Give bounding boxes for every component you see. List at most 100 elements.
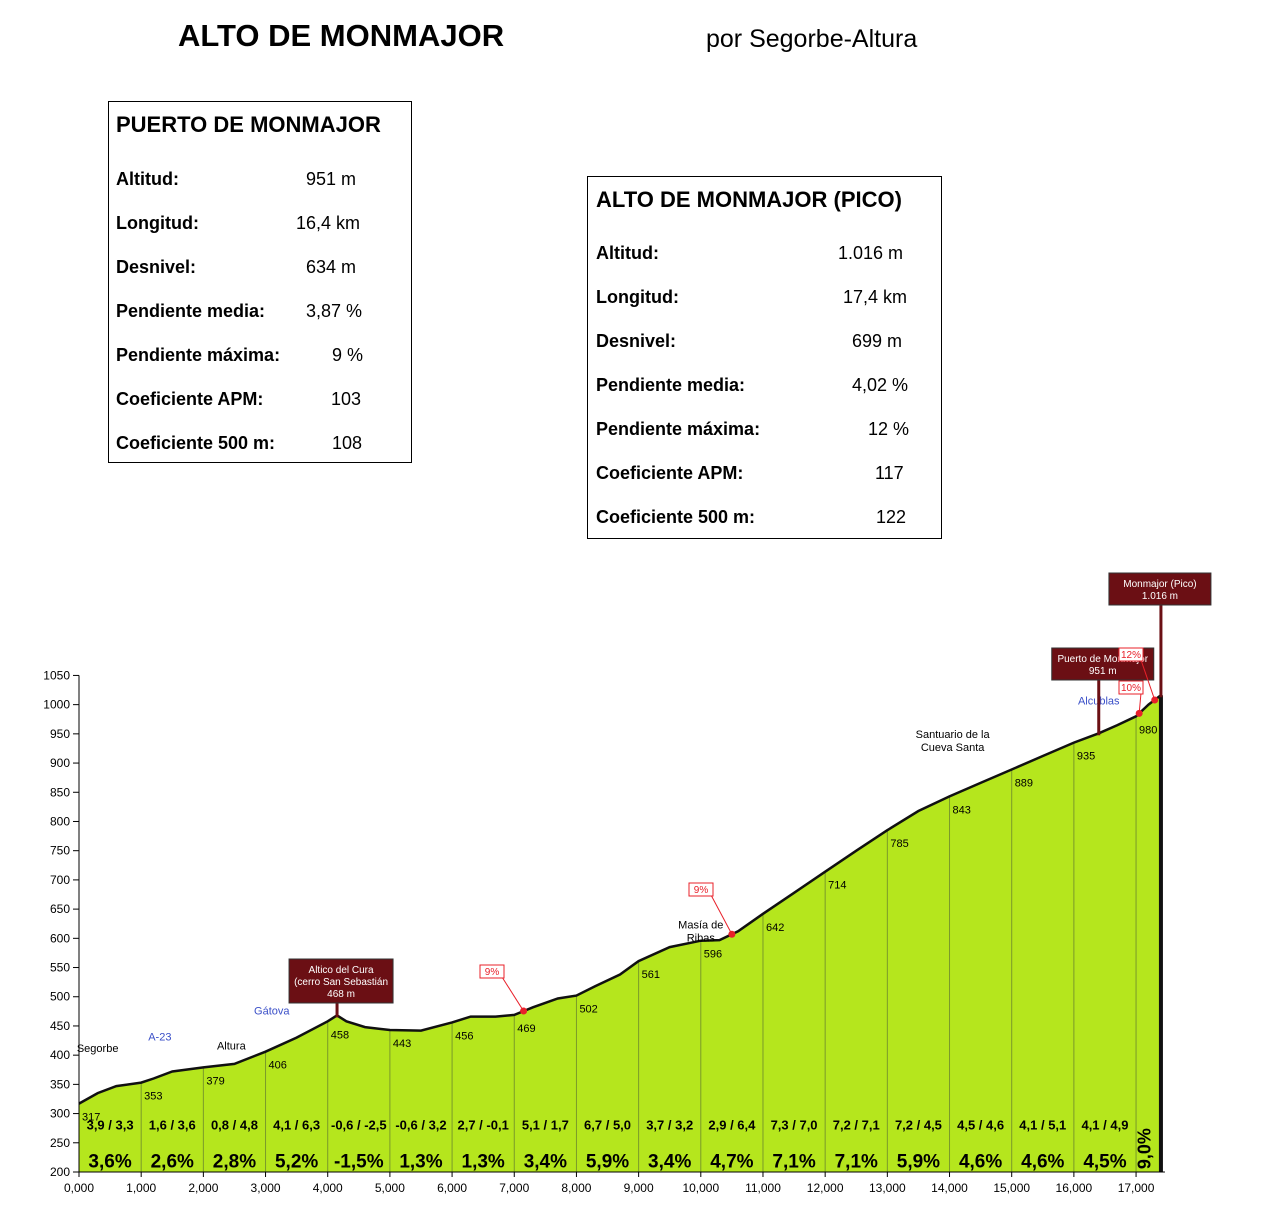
altitude-label: 596 <box>704 949 722 961</box>
gradient-flag-box <box>688 882 714 897</box>
altitude-label: 889 <box>1015 777 1033 789</box>
y-tick-label: 250 <box>50 1136 70 1150</box>
segment-minmax-label: 2,9 / 6,4 <box>708 1117 756 1132</box>
altitude-label: 642 <box>766 922 784 934</box>
stat-label: Pendiente media: <box>596 375 746 395</box>
segment-average-label: 4,5% <box>1083 1151 1126 1172</box>
stat-value: 951 m <box>306 169 357 189</box>
segment-average-label: 3,4% <box>648 1151 691 1172</box>
y-tick-label: 650 <box>50 902 70 916</box>
terrain-area <box>79 695 1161 1172</box>
stat-label: Desnivel: <box>116 257 197 277</box>
x-tick-label: 4,000 <box>313 1181 343 1195</box>
segment-minmax-label: 3,7 / 3,2 <box>646 1117 693 1132</box>
altitude-label: 406 <box>269 1060 287 1072</box>
segment-minmax-label: 4,1 / 6,3 <box>273 1117 320 1132</box>
y-tick-label: 550 <box>50 961 70 975</box>
segment-minmax-label: 0,8 / 4,8 <box>211 1117 258 1132</box>
altitude-label: 561 <box>642 969 660 981</box>
altitude-label: 458 <box>331 1029 349 1041</box>
y-tick-label: 200 <box>50 1165 70 1179</box>
y-tick-label: 800 <box>50 814 70 828</box>
segment-minmax-label: 7,2 / 4,5 <box>895 1117 942 1132</box>
place-label-line: Ribas <box>687 932 716 944</box>
stat-value: 9 % <box>332 345 364 365</box>
x-tick-label: 15,000 <box>993 1181 1030 1195</box>
y-tick-label: 450 <box>50 1019 70 1033</box>
pico-stats-title: ALTO DE MONMAJOR (PICO) <box>596 187 902 212</box>
gradient-flag-label: 10% <box>1121 683 1141 694</box>
gradient-flag-point <box>1135 709 1143 717</box>
segment-minmax-label: 4,1 / 5,1 <box>1019 1117 1066 1132</box>
segment-minmax-label: 4,5 / 4,6 <box>957 1117 1004 1132</box>
stat-value: 122 <box>876 507 907 527</box>
stat-label: Coeficiente APM: <box>596 463 744 483</box>
segment-average-label: 2,6% <box>151 1151 194 1172</box>
profile-end-edge <box>1158 695 1163 1172</box>
summit-label-line: Monmajor (Pico) <box>1123 579 1196 590</box>
segment-average-label: 7,1% <box>772 1151 815 1172</box>
summit-label-line: 468 m <box>327 989 355 1000</box>
gradient-flag-label: 9% <box>694 885 709 896</box>
x-tick-label: 14,000 <box>931 1181 968 1195</box>
stat-value: 16,4 km <box>296 213 361 233</box>
gradient-flag-point <box>520 1007 528 1015</box>
x-tick-label: 11,000 <box>745 1181 781 1195</box>
altitude-label: 843 <box>953 804 971 816</box>
x-tick-label: 2,000 <box>188 1181 218 1195</box>
x-tick-label: 9,000 <box>624 1181 654 1195</box>
puerto-stats-box: PUERTO DE MONMAJOR Altitud: 951 m Longit… <box>108 101 412 463</box>
altitude-label: 456 <box>455 1030 473 1042</box>
altitude-label: 443 <box>393 1038 411 1050</box>
segment-minmax-label: 5,1 / 1,7 <box>522 1117 569 1132</box>
segment-average-label: 4,7% <box>710 1151 753 1172</box>
altitude-label: 317 <box>82 1112 100 1124</box>
y-tick-label: 700 <box>50 873 70 887</box>
stat-label: Pendiente media: <box>116 301 266 321</box>
x-tick-label: 12,000 <box>807 1181 844 1195</box>
x-tick-label: 13,000 <box>869 1181 906 1195</box>
segment-average-label: 2,8% <box>213 1151 256 1172</box>
gradient-flag-label: 9% <box>485 967 500 978</box>
y-tick-label: 300 <box>50 1107 70 1121</box>
stat-label: Pendiente máxima: <box>116 345 281 365</box>
segment-minmax-label: 4,1 / 4,9 <box>1081 1117 1128 1132</box>
altitude-label: 785 <box>890 838 908 850</box>
stat-value: 634 m <box>306 257 357 277</box>
puerto-stats-title: PUERTO DE MONMAJOR <box>116 112 381 137</box>
gradient-flag-point <box>728 930 736 938</box>
stat-label: Pendiente máxima: <box>596 419 761 439</box>
altitude-label: 353 <box>144 1091 162 1103</box>
summit-label-line: 951 m <box>1089 666 1117 677</box>
last-segment-average-label: 9,0% <box>1134 1128 1154 1169</box>
place-label: Segorbe <box>77 1043 119 1055</box>
y-tick-label: 350 <box>50 1077 70 1091</box>
segment-minmax-label: 3,9 / 3,3 <box>87 1117 134 1132</box>
altitude-label: 379 <box>206 1075 224 1087</box>
segment-average-label: 3,4% <box>524 1151 567 1172</box>
chart-subtitle: por Segorbe-Altura <box>706 25 918 53</box>
stat-value: 117 <box>875 463 904 483</box>
y-tick-label: 500 <box>50 990 70 1004</box>
summit-label-line: (cerro San Sebastián <box>294 977 388 988</box>
segment-average-label: 1,3% <box>399 1151 442 1172</box>
stat-label: Altitud: <box>116 169 179 189</box>
stat-label: Coeficiente 500 m: <box>596 507 756 527</box>
segment-average-label: 5,9% <box>586 1151 629 1172</box>
summit-box <box>288 958 394 1004</box>
segment-minmax-label: -0,6 / -2,5 <box>331 1117 387 1132</box>
summit-label-line: Altico del Cura <box>309 965 374 976</box>
place-label-line: Cueva Santa <box>921 742 985 754</box>
place-label-line: Masía de <box>678 919 723 931</box>
segment-minmax-label: 7,2 / 7,1 <box>833 1117 880 1132</box>
altitude-label: 502 <box>579 1004 597 1016</box>
y-tick-label: 600 <box>50 931 70 945</box>
gradient-flag-label: 12% <box>1121 650 1141 661</box>
x-tick-label: 5,000 <box>375 1181 405 1195</box>
x-tick-label: 1,000 <box>126 1181 156 1195</box>
y-tick-label: 1000 <box>43 698 70 712</box>
stat-value: 12 % <box>868 419 910 439</box>
gradient-flag-box <box>479 964 505 979</box>
stat-value: 108 <box>332 433 363 453</box>
x-tick-label: 17,000 <box>1118 1181 1155 1195</box>
